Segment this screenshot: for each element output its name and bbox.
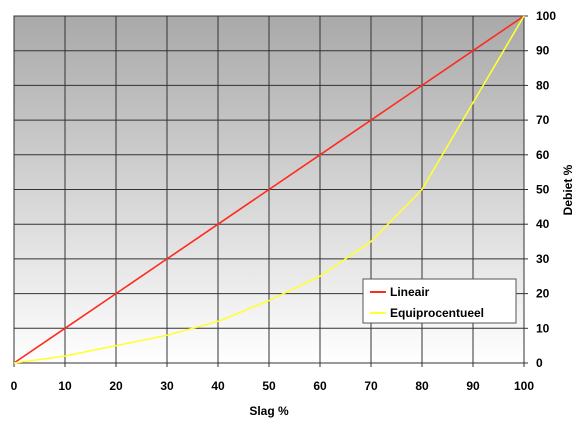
y-tick-label: 30 [536, 252, 550, 266]
x-tick-label: 70 [364, 379, 378, 393]
x-tick-label: 10 [58, 379, 72, 393]
y-tick-label: 100 [536, 9, 556, 23]
x-tick-label: 80 [415, 379, 429, 393]
grid-lines [13, 15, 525, 364]
y-axis-ticks: 0 10 20 30 40 50 60 70 80 90 100 [524, 9, 556, 370]
legend: Lineair Equiprocentueel [362, 278, 517, 324]
y-tick-label: 10 [536, 321, 550, 335]
x-tick-label: 0 [11, 379, 18, 393]
y-tick-label: 60 [536, 148, 550, 162]
y-axis-label: Debiet % [561, 164, 575, 215]
x-tick-label: 60 [313, 379, 327, 393]
series-line-equiprocentueel [13, 15, 525, 364]
x-axis-label: Slag % [249, 404, 289, 418]
y-tick-label: 20 [536, 287, 550, 301]
y-tick-label: 40 [536, 217, 550, 231]
x-tick-label: 100 [514, 379, 534, 393]
x-tick-label: 20 [109, 379, 123, 393]
legend-entry-lineair: Lineair [390, 285, 430, 299]
series-lines [13, 15, 525, 364]
legend-box [362, 278, 517, 324]
y-tick-label: 70 [536, 113, 550, 127]
y-tick-label: 50 [536, 183, 550, 197]
y-tick-label: 90 [536, 44, 550, 58]
y-tick-label: 0 [536, 356, 543, 370]
series-line-lineair [13, 15, 525, 364]
x-tick-label: 40 [211, 379, 225, 393]
legend-entry-equiprocentueel: Equiprocentueel [390, 306, 484, 320]
x-tick-label: 30 [160, 379, 174, 393]
x-tick-label: 50 [262, 379, 276, 393]
y-tick-label: 80 [536, 78, 550, 92]
x-tick-label: 90 [466, 379, 480, 393]
x-axis-ticks: 0 10 20 30 40 50 60 70 80 90 100 [11, 363, 534, 393]
